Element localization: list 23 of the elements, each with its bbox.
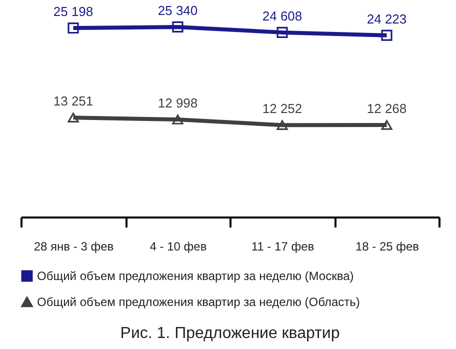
point: [276, 120, 288, 130]
legend-label: Общий объем предложения квартир за неделю (Москва): [37, 269, 354, 283]
data-label: 25 198: [53, 4, 94, 20]
point: [68, 22, 79, 34]
x-tick-label: 4 - 10 фев: [150, 240, 207, 254]
data-label: 12 252: [262, 101, 302, 116]
data-label: 24 223: [366, 11, 407, 26]
point: [172, 21, 184, 32]
data-label: 24 608: [262, 8, 302, 24]
text: Рис. 1. Предложение квартир: [120, 325, 340, 342]
data-label: 13 251: [53, 94, 94, 109]
point: [172, 114, 184, 124]
point: [276, 26, 288, 38]
data-label: 25 340: [158, 2, 198, 18]
data-label: 12 268: [366, 100, 407, 116]
point: [381, 30, 392, 41]
x-tick-label: 11 - 17 фев: [251, 240, 314, 254]
data-label: 12 998: [158, 96, 198, 111]
point: [381, 120, 392, 130]
legend-label: Общий объем предложения квартир за неделю (Область): [37, 295, 360, 309]
x-tick-label: 28 янв - 3 фев: [34, 240, 114, 254]
x-tick-label: 18 - 25 фев: [355, 240, 420, 254]
point: [68, 112, 79, 123]
